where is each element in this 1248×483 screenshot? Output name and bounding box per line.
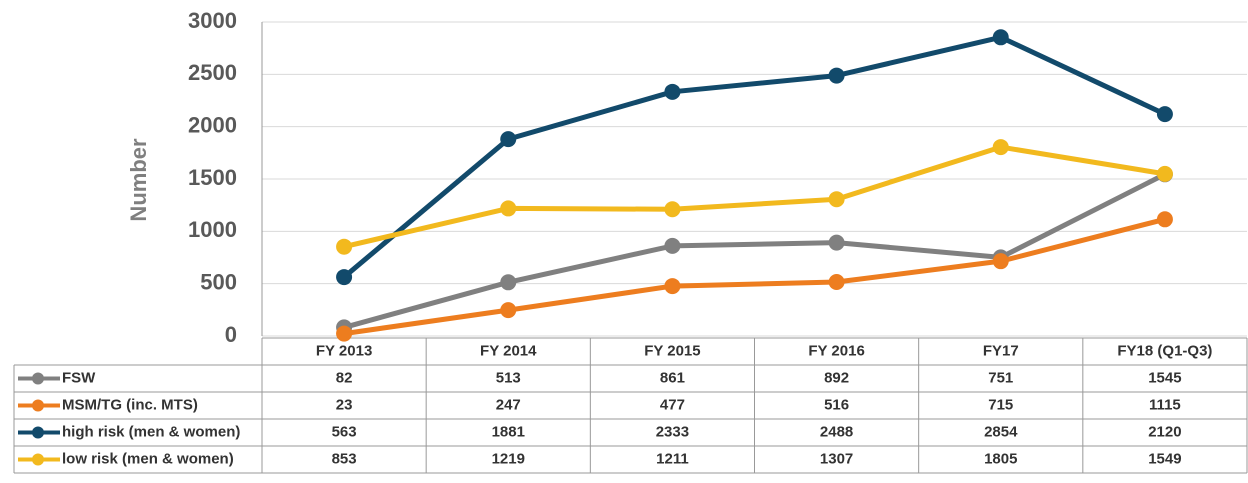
point bbox=[828, 67, 845, 84]
legend-label: MSM/TG (inc. MTS) bbox=[62, 396, 198, 413]
point bbox=[664, 201, 681, 218]
table-value: 1115 bbox=[1149, 396, 1181, 413]
y-axis-label: Number bbox=[126, 138, 151, 222]
point bbox=[992, 139, 1009, 156]
table-value: 751 bbox=[988, 369, 1013, 386]
point bbox=[500, 274, 517, 291]
table-value: 1307 bbox=[820, 450, 853, 467]
point bbox=[828, 191, 845, 208]
point bbox=[1156, 211, 1173, 228]
point bbox=[336, 325, 353, 342]
series-line bbox=[343, 144, 1166, 250]
series-line bbox=[343, 216, 1166, 337]
table-value: 715 bbox=[988, 396, 1013, 413]
table-value: 477 bbox=[660, 396, 685, 413]
table-value: 1805 bbox=[984, 450, 1017, 467]
y-tick-label: 1000 bbox=[188, 217, 237, 242]
legend-marker bbox=[32, 399, 44, 412]
table-value: 513 bbox=[496, 369, 521, 386]
legend-marker bbox=[32, 426, 44, 439]
table-value: 1881 bbox=[492, 423, 525, 440]
point bbox=[500, 131, 517, 148]
point bbox=[828, 273, 845, 290]
point bbox=[992, 253, 1009, 270]
x-tick-label: FY 2016 bbox=[808, 342, 864, 359]
point bbox=[664, 278, 681, 295]
point bbox=[500, 302, 517, 319]
legend-label: low risk (men & women) bbox=[62, 450, 234, 467]
y-tick-label: 3000 bbox=[188, 8, 237, 33]
table-value: 82 bbox=[336, 369, 353, 386]
legend-marker bbox=[32, 372, 44, 385]
x-tick-label: FY 2014 bbox=[480, 342, 537, 359]
y-tick-label: 500 bbox=[200, 269, 237, 294]
point bbox=[500, 200, 517, 217]
point bbox=[664, 237, 681, 254]
y-tick-label: 0 bbox=[225, 322, 237, 347]
table-value: 2333 bbox=[656, 423, 689, 440]
point bbox=[336, 269, 353, 286]
table-value: 1549 bbox=[1148, 450, 1181, 467]
table-value: 2854 bbox=[984, 423, 1018, 440]
series-line bbox=[342, 34, 1166, 279]
table-value: 516 bbox=[824, 396, 849, 413]
table-value: 1211 bbox=[656, 450, 689, 467]
point bbox=[664, 83, 681, 100]
point bbox=[828, 234, 845, 251]
legend-label: high risk (men & women) bbox=[62, 423, 240, 440]
table-value: 23 bbox=[336, 396, 353, 413]
table-value: 861 bbox=[660, 369, 685, 386]
point bbox=[1156, 165, 1173, 182]
table-value: 1545 bbox=[1148, 369, 1181, 386]
point bbox=[1156, 106, 1173, 123]
y-tick-label: 2000 bbox=[188, 112, 237, 137]
y-tick-label: 2500 bbox=[188, 60, 237, 85]
table-value: 892 bbox=[824, 369, 849, 386]
point bbox=[992, 29, 1009, 46]
x-tick-label: FY 2013 bbox=[316, 342, 372, 359]
legend-label: FSW bbox=[62, 369, 96, 386]
table-value: 563 bbox=[332, 423, 357, 440]
table-value: 1219 bbox=[492, 450, 525, 467]
table-value: 2488 bbox=[820, 423, 853, 440]
x-tick-label: FY18 (Q1-Q3) bbox=[1117, 342, 1212, 359]
x-tick-label: FY17 bbox=[983, 342, 1019, 359]
table-value: 853 bbox=[332, 450, 357, 467]
legend-marker bbox=[32, 453, 44, 466]
series-line bbox=[343, 172, 1167, 330]
y-tick-label: 1500 bbox=[188, 165, 237, 190]
table-value: 247 bbox=[496, 396, 521, 413]
x-tick-label: FY 2015 bbox=[644, 342, 700, 359]
table-value: 2120 bbox=[1148, 423, 1181, 440]
point bbox=[336, 238, 353, 255]
